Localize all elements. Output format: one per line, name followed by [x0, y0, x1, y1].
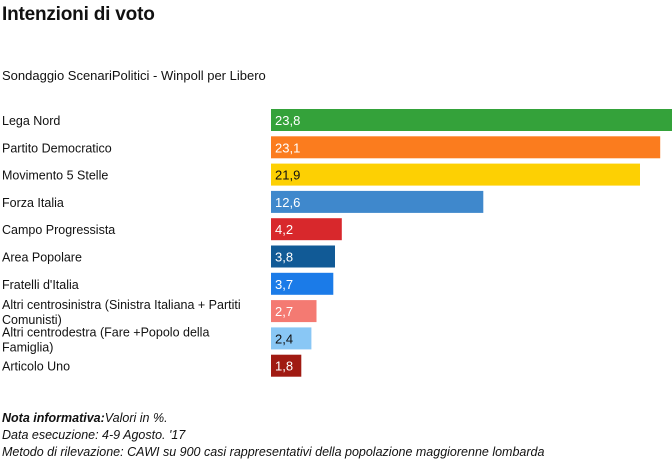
footnotes: Nota informativa:Valori in %. Data esecu…	[2, 410, 544, 461]
chart-title: Intenzioni di voto	[2, 4, 155, 25]
bar-value-label-3: 12,6	[275, 195, 300, 210]
category-label-3: Forza Italia	[2, 196, 64, 210]
footnote-line-2: Data esecuzione: 4-9 Agosto. '17	[2, 428, 186, 442]
chart-subtitle: Sondaggio ScenariPolitici - Winpoll per …	[2, 68, 266, 83]
category-label-9: Articolo Uno	[2, 360, 70, 374]
footnote-line-3: Metodo di rilevazione: CAWI su 900 casi …	[2, 445, 545, 459]
bar-0	[271, 109, 672, 131]
footnote-text: Valori in %.	[104, 411, 168, 425]
category-label-5: Area Popolare	[2, 251, 82, 265]
category-label-1: Partito Democratico	[2, 141, 112, 155]
category-label-8-line-0: Altri centrodestra (Fare +Popolo della	[2, 325, 209, 339]
bar-value-label-8: 2,4	[275, 331, 293, 346]
category-label-7-line-0: Altri centrosinistra (Sinistra Italiana …	[2, 298, 241, 312]
bar-value-label-0: 23,8	[275, 113, 300, 128]
bar-value-label-5: 3,8	[275, 250, 293, 265]
bar-value-label-1: 23,1	[275, 140, 300, 155]
bar-4	[271, 218, 342, 241]
bar-value-label-4: 4,2	[275, 222, 293, 237]
bar-6	[271, 272, 334, 295]
bar-value-label-7: 2,7	[275, 304, 293, 319]
category-label-7-line-1: Comunisti)	[2, 313, 62, 327]
footnote-line-1: Nota informativa:Valori in %.	[2, 410, 544, 427]
bar-2	[271, 163, 640, 186]
bar-chart: 23,8 Lega Nord 23,1 Partito Democratico 21,9…	[2, 109, 672, 377]
category-label-8-line-1: Famiglia)	[2, 340, 53, 354]
category-label-6: Fratelli d'Italia	[2, 278, 79, 292]
bar-9	[271, 354, 302, 377]
bar-value-label-6: 3,7	[275, 277, 293, 292]
category-label-0: Lega Nord	[2, 114, 60, 128]
bar-8	[271, 327, 312, 350]
bar-value-label-2: 21,9	[275, 168, 300, 183]
bar-5	[271, 245, 335, 268]
bar-1	[271, 136, 661, 159]
bar-value-label-9: 1,8	[275, 359, 293, 374]
category-label-4: Campo Progressista	[2, 223, 115, 237]
category-label-2: Movimento 5 Stelle	[2, 169, 108, 183]
footnote-label: Nota informativa:	[2, 411, 105, 425]
bar-3	[271, 190, 484, 213]
bar-7	[271, 300, 317, 323]
